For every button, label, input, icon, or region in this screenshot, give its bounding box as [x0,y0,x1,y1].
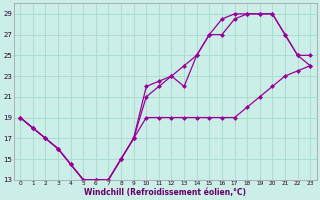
X-axis label: Windchill (Refroidissement éolien,°C): Windchill (Refroidissement éolien,°C) [84,188,246,197]
